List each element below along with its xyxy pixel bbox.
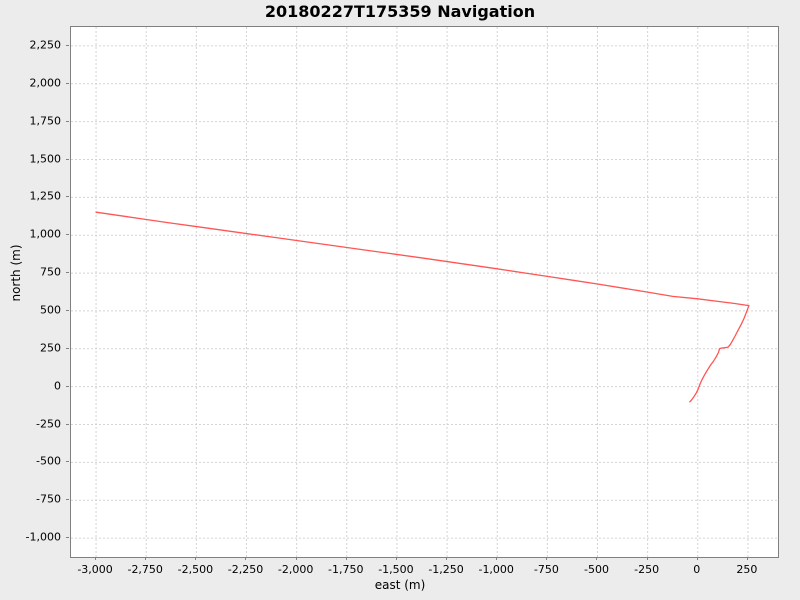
y-tick-label: 2,000: [29, 76, 62, 90]
y-tick-mark: [66, 347, 69, 349]
y-tick-label: 250: [40, 341, 61, 355]
chart-title: 20180227T175359 Navigation: [264, 2, 536, 21]
y-tick-mark: [66, 158, 69, 160]
x-tick-mark: [696, 557, 698, 560]
y-tick-label: 750: [40, 265, 61, 279]
x-tick-mark: [395, 557, 397, 560]
y-tick-mark: [66, 537, 69, 539]
track-line-series: [95, 211, 750, 403]
x-tick-mark: [546, 557, 548, 560]
x-tick-label: -1,500: [378, 563, 414, 576]
x-tick-label: -3,000: [77, 563, 113, 576]
x-tick-label: -750: [533, 563, 559, 576]
x-tick-mark: [596, 557, 598, 560]
x-tick-label: -250: [634, 563, 660, 576]
y-tick-label: 1,000: [29, 227, 62, 241]
y-axis-label: north (m): [9, 244, 23, 302]
y-tick-mark: [66, 234, 69, 236]
x-tick-label: -1,250: [428, 563, 464, 576]
y-tick-mark: [66, 461, 69, 463]
plot-svg: [71, 27, 778, 557]
y-tick-mark: [66, 44, 69, 46]
y-tick-label: -250: [36, 417, 61, 430]
y-tick-label: -1,000: [25, 530, 61, 544]
y-tick-label: 500: [40, 303, 61, 317]
y-tick-mark: [66, 120, 69, 122]
x-tick-mark: [746, 557, 748, 560]
plot-area: [70, 26, 779, 558]
x-tick-label: -2,000: [277, 563, 314, 576]
y-tick-mark: [66, 385, 69, 387]
y-tick-mark: [66, 272, 69, 274]
y-tick-mark: [66, 499, 69, 501]
y-tick-label: 1,750: [29, 114, 62, 128]
x-tick-mark: [446, 557, 448, 560]
x-tick-mark: [295, 557, 297, 560]
y-tick-label: 0: [54, 379, 61, 393]
x-tick-mark: [245, 557, 247, 560]
x-tick-label: -2,750: [127, 563, 163, 576]
y-tick-mark: [66, 423, 69, 425]
x-tick-mark: [195, 557, 197, 560]
y-tick-mark: [66, 82, 69, 84]
x-tick-mark: [95, 557, 97, 560]
x-tick-label: -1,000: [478, 563, 514, 576]
y-tick-label: 2,250: [29, 38, 62, 52]
y-tick-mark: [66, 196, 69, 198]
x-tick-label: -2,250: [227, 563, 264, 576]
x-tick-label: -500: [584, 563, 609, 576]
x-tick-label: 250: [736, 563, 758, 576]
x-tick-mark: [646, 557, 648, 560]
x-tick-mark: [496, 557, 498, 560]
x-tick-mark: [145, 557, 147, 560]
y-tick-label: -750: [36, 492, 61, 506]
x-tick-mark: [345, 557, 347, 560]
y-tick-mark: [66, 309, 69, 311]
y-tick-label: 1,500: [29, 152, 62, 165]
gridlines-vertical: [95, 27, 749, 557]
y-tick-label: 1,250: [29, 189, 62, 203]
x-tick-label: 0: [693, 563, 701, 576]
x-axis-label: east (m): [374, 578, 426, 592]
y-tick-label: -500: [36, 454, 61, 468]
track-line: [95, 211, 750, 403]
x-tick-label: -2,500: [177, 563, 214, 576]
x-tick-label: -1,750: [328, 563, 364, 576]
gridlines-horizontal: [71, 45, 778, 539]
